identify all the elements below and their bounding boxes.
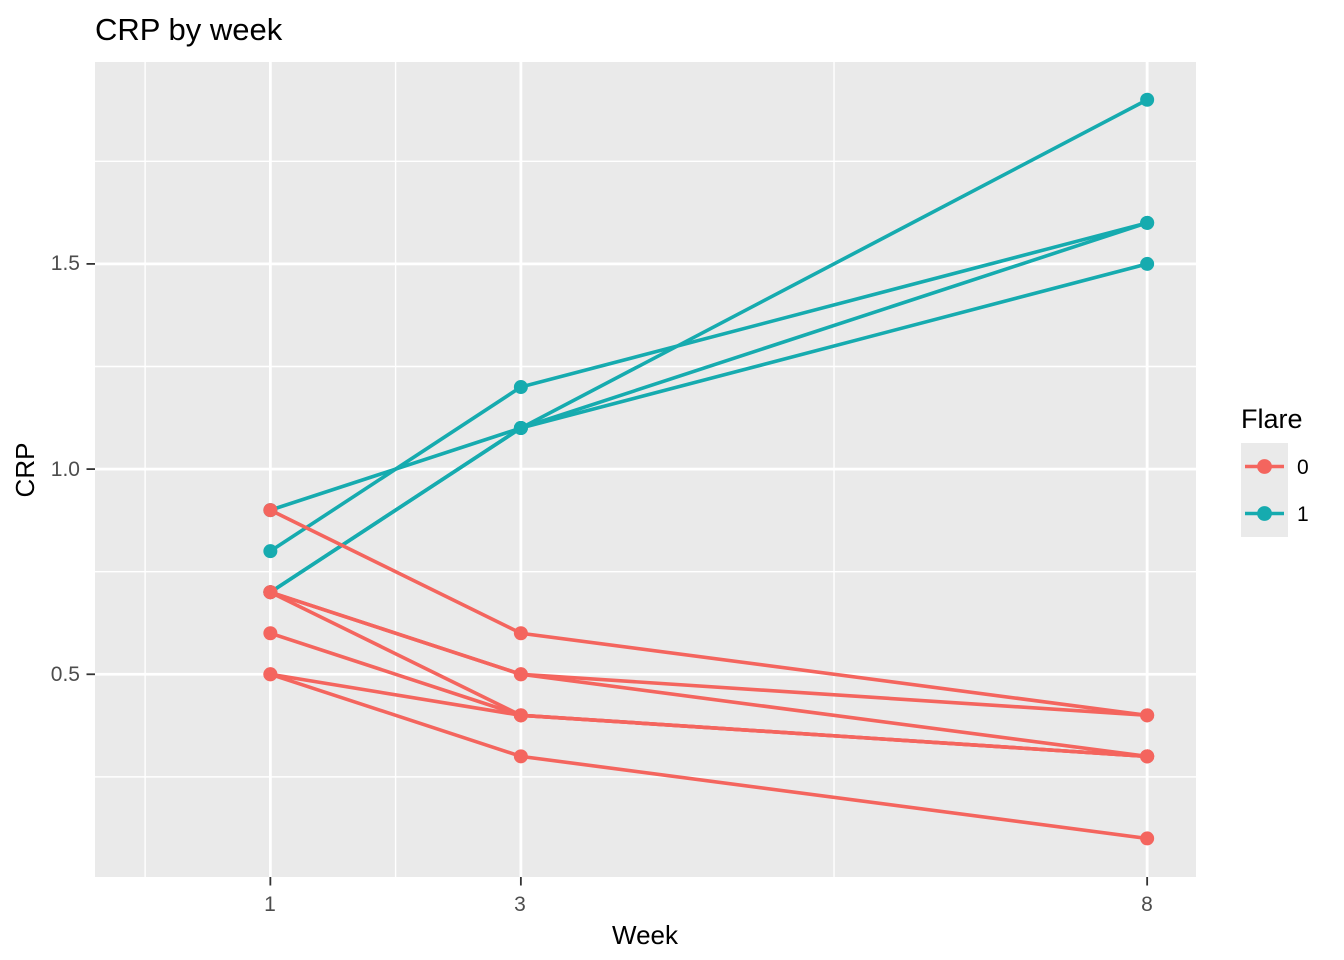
data-point-flare0-subject-7-week-1 <box>263 667 278 682</box>
y-tick-label-0.5: 0.5 <box>51 663 80 686</box>
y-tick-label-1.0: 1.0 <box>51 458 80 481</box>
plot-title: CRP by week <box>95 12 283 47</box>
y-tick-label-1.5: 1.5 <box>51 252 80 275</box>
legend-point-sample-1 <box>1257 506 1272 521</box>
data-point-flare0-subject-6-week-3 <box>513 708 528 723</box>
series-points <box>263 92 1155 846</box>
data-point-flare0-subject-1-week-1 <box>263 503 278 518</box>
data-point-flare1-subject-2-week-1 <box>263 544 278 559</box>
legend-title: Flare <box>1241 404 1303 434</box>
data-point-flare0-subject-1-week-3 <box>513 626 528 641</box>
data-point-flare0-subject-4-week-1 <box>263 585 278 600</box>
data-point-flare1-subject-3-week-8 <box>1140 215 1155 230</box>
data-point-flare1-subject-2-week-3 <box>513 380 528 395</box>
data-point-flare0-subject-6-week-8 <box>1140 749 1155 764</box>
x-tick-label-3: 3 <box>514 893 526 916</box>
legend-point-sample-0 <box>1257 459 1272 474</box>
legend: Flare 0 1 <box>1241 404 1309 537</box>
data-point-flare1-subject-1-week-8 <box>1140 92 1155 107</box>
axis-tick-marks <box>86 263 1149 886</box>
data-point-flare0-subject-5-week-1 <box>263 626 278 641</box>
legend-label-0: 0 <box>1297 456 1309 479</box>
legend-item-flare-0: 0 <box>1241 443 1309 490</box>
legend-label-1: 1 <box>1297 503 1309 526</box>
x-tick-label-1: 1 <box>264 893 276 916</box>
data-point-flare0-subject-3-week-3 <box>513 667 528 682</box>
legend-item-flare-1: 1 <box>1241 490 1309 537</box>
data-point-flare0-subject-2-week-8 <box>1140 708 1155 723</box>
data-point-flare0-subject-7-week-3 <box>513 749 528 764</box>
y-axis-title: CRP <box>10 443 40 498</box>
x-tick-label-8: 8 <box>1141 893 1153 916</box>
data-point-flare0-subject-7-week-8 <box>1140 831 1155 846</box>
data-point-flare1-subject-4-week-3 <box>513 421 528 436</box>
data-point-flare1-subject-4-week-8 <box>1140 256 1155 271</box>
x-axis-title: Week <box>612 920 679 950</box>
